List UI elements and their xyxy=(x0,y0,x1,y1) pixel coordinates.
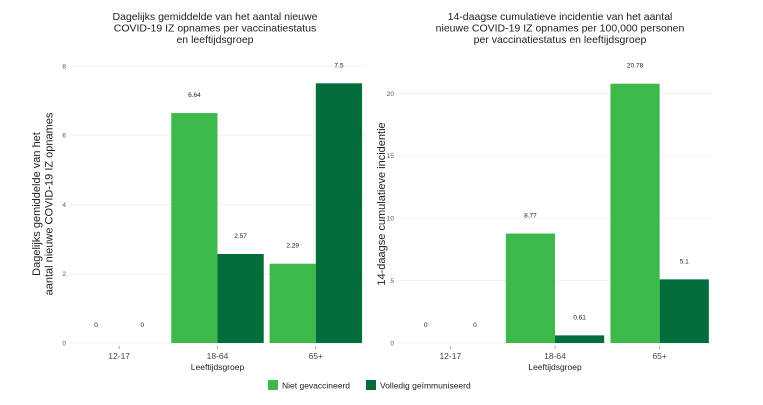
y-tick-label: 0 xyxy=(62,340,66,347)
y-tick-label: 10 xyxy=(387,216,395,223)
y-axis-label: Dagelijks gemiddelde van hetaantal nieuw… xyxy=(31,112,56,295)
y-tick-label: 15 xyxy=(387,153,395,160)
chart-title-line: per vaccinatiestatus en leeftijdsgroep xyxy=(474,34,647,46)
data-label: 7.5 xyxy=(334,62,343,69)
legend-label-niet-gevaccineerd: Niet gevaccineerd xyxy=(282,381,350,391)
left-chart-panel: Dagelijks gemiddelde van het aantal nieu… xyxy=(31,11,365,372)
y-axis-label: 14-daagse cumulatieve incidentie xyxy=(376,122,388,285)
bar-volledig-geimmuniseerd-65+ xyxy=(315,83,363,343)
x-tick-label: 12-17 xyxy=(108,351,130,361)
data-label: 5.1 xyxy=(680,258,689,265)
data-label: 8.77 xyxy=(524,213,537,220)
y-tick-label: 4 xyxy=(62,202,66,209)
y-tick-label: 0 xyxy=(390,340,394,347)
legend-swatch-niet-gevaccineerd xyxy=(268,380,278,390)
y-tick-label: 8 xyxy=(62,63,66,70)
right-chart-panel: 14-daagse cumulatieve incidentie van het… xyxy=(376,11,712,372)
bar-volledig-geimmuniseerd-18-64 xyxy=(555,335,605,343)
data-label: 2.57 xyxy=(234,233,247,240)
bar-niet-gevaccineerd-65+ xyxy=(269,263,316,343)
data-label: 2.29 xyxy=(286,243,299,250)
y-axis-label-line: 14-daagse cumulatieve incidentie xyxy=(376,122,388,285)
y-tick-label: 6 xyxy=(62,133,66,140)
bar-volledig-geimmuniseerd-18-64 xyxy=(217,254,264,343)
data-label: 0 xyxy=(424,322,428,329)
chart-legend: Niet gevaccineerd Volledig geïmmuniseerd xyxy=(268,380,471,391)
chart-title-line: en leeftijdsgroep xyxy=(176,34,253,46)
y-axis-label-line: aantal nieuwe COVID-19 IZ opnames xyxy=(43,112,55,295)
x-axis-label: Leeftijdsgroep xyxy=(528,362,582,372)
data-label: 20.78 xyxy=(627,63,644,70)
chart-title-line: nieuwe COVID-19 IZ opnames per 100,000 p… xyxy=(436,23,685,35)
x-tick-label: 18-64 xyxy=(207,351,229,361)
data-label: 0 xyxy=(94,322,98,329)
x-tick-label: 18-64 xyxy=(544,351,566,361)
x-tick-label: 12-17 xyxy=(439,351,461,361)
legend-label-volledig-geimmuniseerd: Volledig geïmmuniseerd xyxy=(380,381,471,391)
bar-niet-gevaccineerd-65+ xyxy=(610,83,660,343)
y-tick-label: 2 xyxy=(62,271,66,278)
y-axis-label-line: Dagelijks gemiddelde van het xyxy=(31,132,43,276)
bar-volledig-geimmuniseerd-65+ xyxy=(659,279,709,343)
y-tick-label: 20 xyxy=(387,91,395,98)
legend-swatch-volledig-geimmuniseerd xyxy=(366,380,376,390)
chart-title-line: 14-daagse cumulatieve incidentie van het… xyxy=(448,11,673,23)
x-tick-label: 65+ xyxy=(652,351,666,361)
data-label: 6.64 xyxy=(188,92,201,99)
x-tick-label: 65+ xyxy=(309,351,323,361)
data-label: 0.61 xyxy=(573,314,586,321)
y-tick-label: 5 xyxy=(390,278,394,285)
data-label: 0 xyxy=(140,322,144,329)
x-axis-label: Leeftijdsgroep xyxy=(191,362,245,372)
bar-niet-gevaccineerd-18-64 xyxy=(505,233,555,343)
data-label: 0 xyxy=(473,322,477,329)
chart-title-line: COVID-19 IZ opnames per vaccinatiestatus xyxy=(114,23,317,35)
chart-title-line: Dagelijks gemiddelde van het aantal nieu… xyxy=(113,11,318,23)
bar-niet-gevaccineerd-18-64 xyxy=(171,113,218,343)
